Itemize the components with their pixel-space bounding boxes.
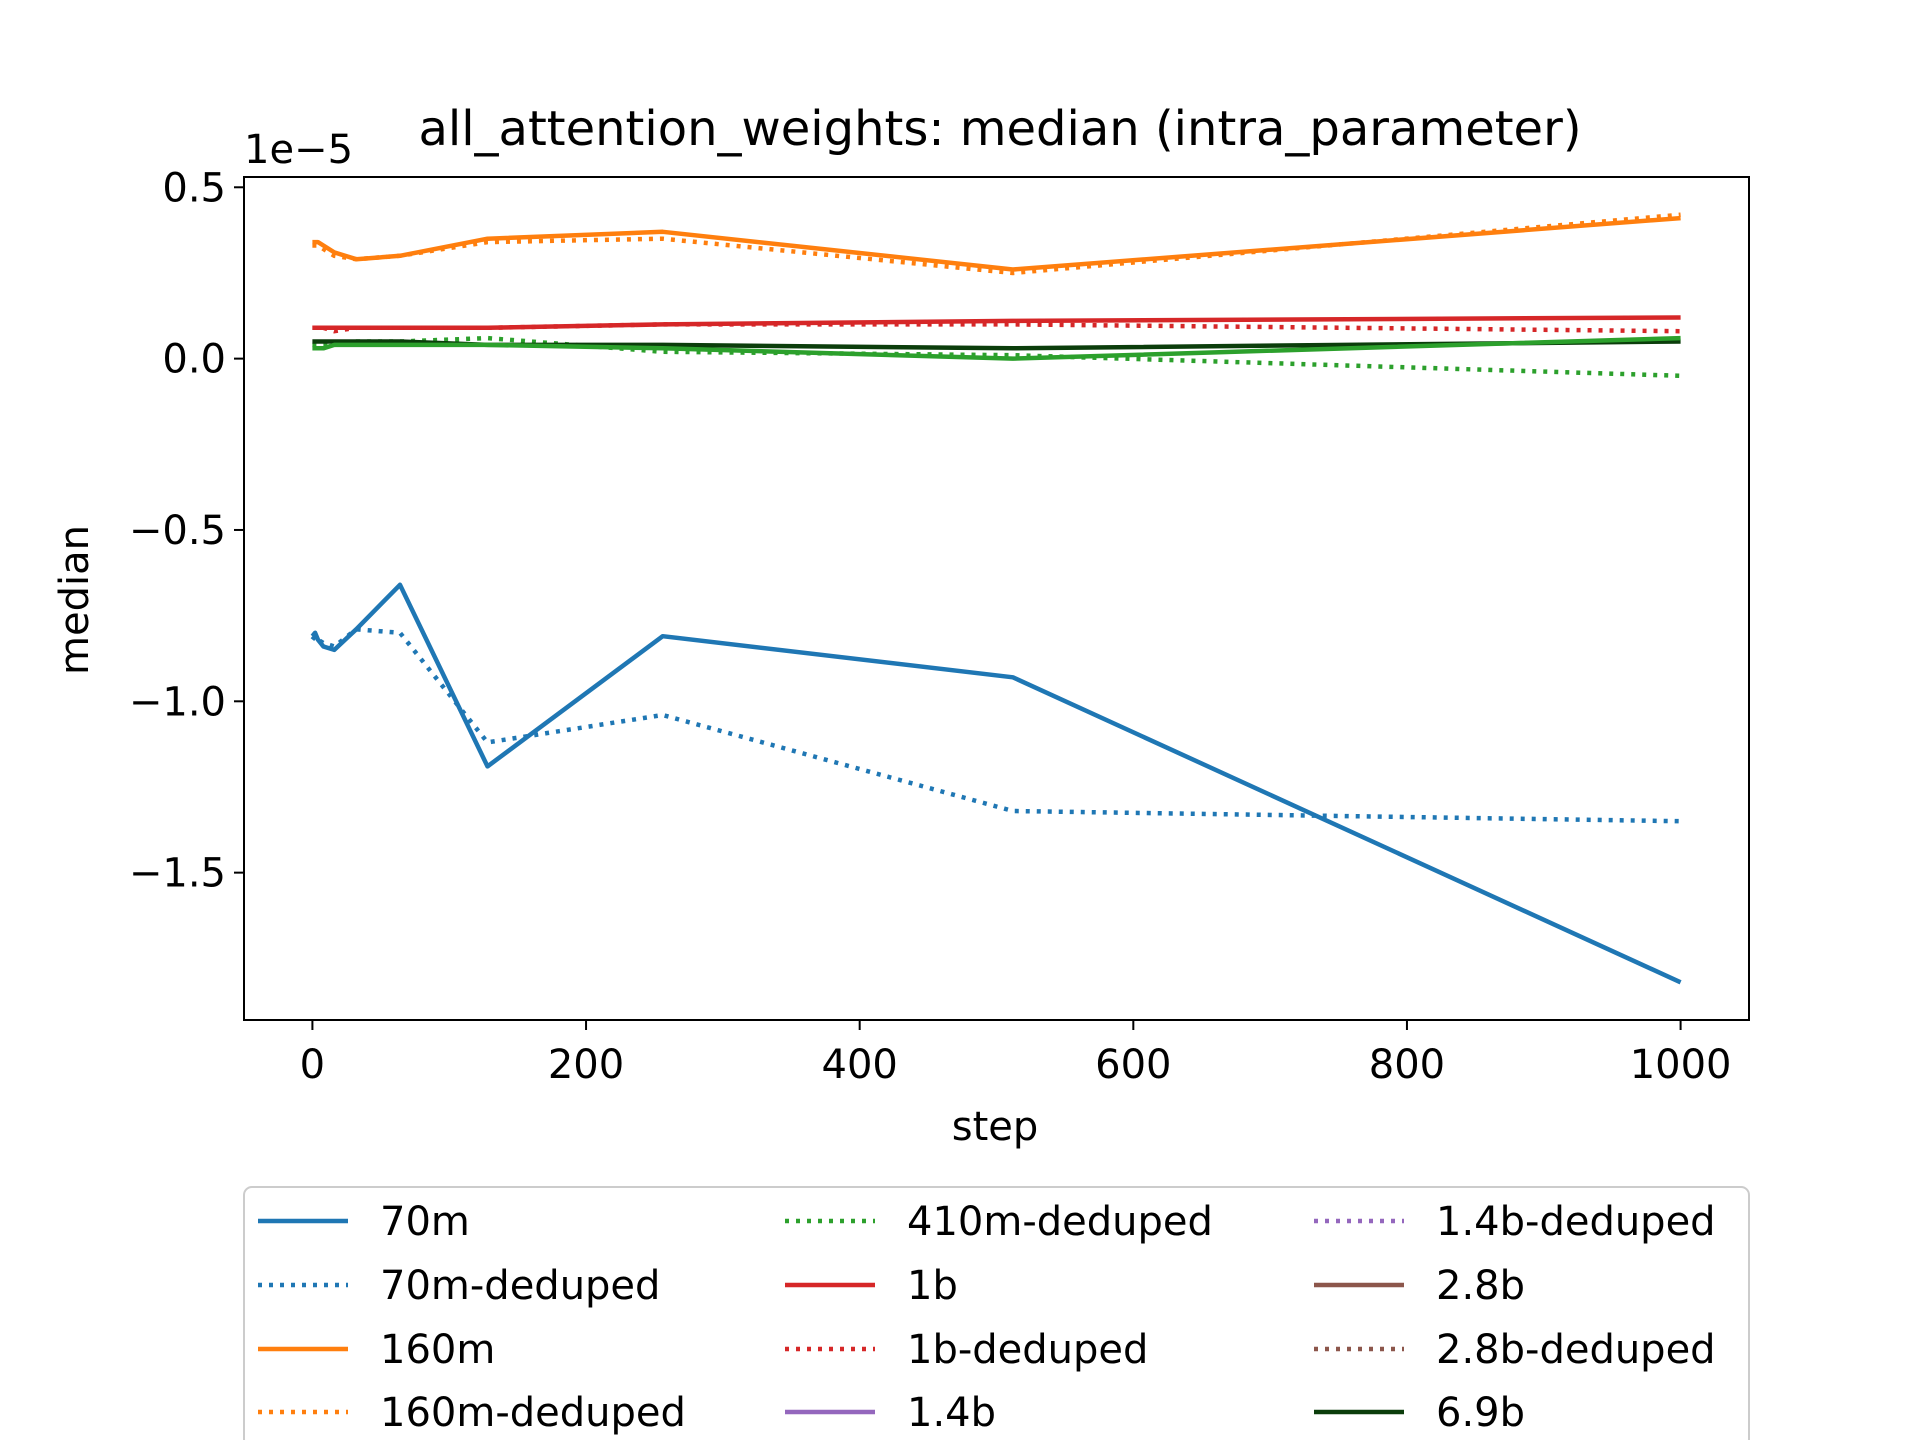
legend-label: 70m-deduped [380,1263,660,1309]
x-tick-label: 200 [548,1042,624,1088]
x-tick-label: 1000 [1630,1042,1732,1088]
y-tick-label: −1.5 [129,851,226,897]
series-line-160m [312,215,1681,272]
legend-label: 1.4b [907,1390,996,1436]
x-tick-label: 800 [1369,1042,1445,1088]
plot-area-frame [243,176,1750,1021]
y-tick-label: 0.5 [162,165,226,211]
y-tick-label: −0.5 [129,508,226,554]
y-tick-label: −1.0 [129,679,226,725]
series-line-6-9b [312,339,1681,351]
series-layer [310,212,1682,985]
x-tick-label: 400 [822,1042,898,1088]
legend-label: 160m-deduped [380,1390,686,1436]
legend-label: 2.8b-deduped [1436,1327,1716,1373]
legend-label: 410m-deduped [907,1199,1213,1245]
chart-title: all_attention_weights: median (intra_par… [418,101,1581,157]
y-axis-label: median [52,525,98,675]
legend-label: 1b [907,1263,958,1309]
legend-label: 6.9b [1436,1390,1525,1436]
legend-frame [243,1186,1750,1440]
x-axis-label: step [952,1104,1039,1150]
x-tick-label: 600 [1095,1042,1171,1088]
series-line-1b-deduped [312,322,1681,334]
series-line-70m-deduped [310,627,1681,824]
series-line-70m [310,582,1682,985]
x-tick-label: 0 [300,1042,325,1088]
legend-label: 1b-deduped [907,1327,1148,1373]
y-tick-label: 0.0 [162,337,226,383]
legend-label: 1.4b-deduped [1436,1199,1716,1245]
series-line-unlabeled-12 [312,335,1681,361]
legend-label: 2.8b [1436,1263,1525,1309]
series-line-160m-deduped [312,212,1681,276]
y-axis-offset-label: 1e−5 [244,127,353,173]
y-axis-ticks: 0.5 0.0 −0.5 −1.0 −1.5 [129,165,244,897]
x-axis-ticks: 0 200 400 600 800 1000 [300,1020,1732,1088]
legend-label: 160m [380,1327,495,1373]
legend-label: 70m [380,1199,470,1245]
legend: 70m 70m-deduped 160m 160m-deduped 410m-dedup… [243,1186,1750,1440]
